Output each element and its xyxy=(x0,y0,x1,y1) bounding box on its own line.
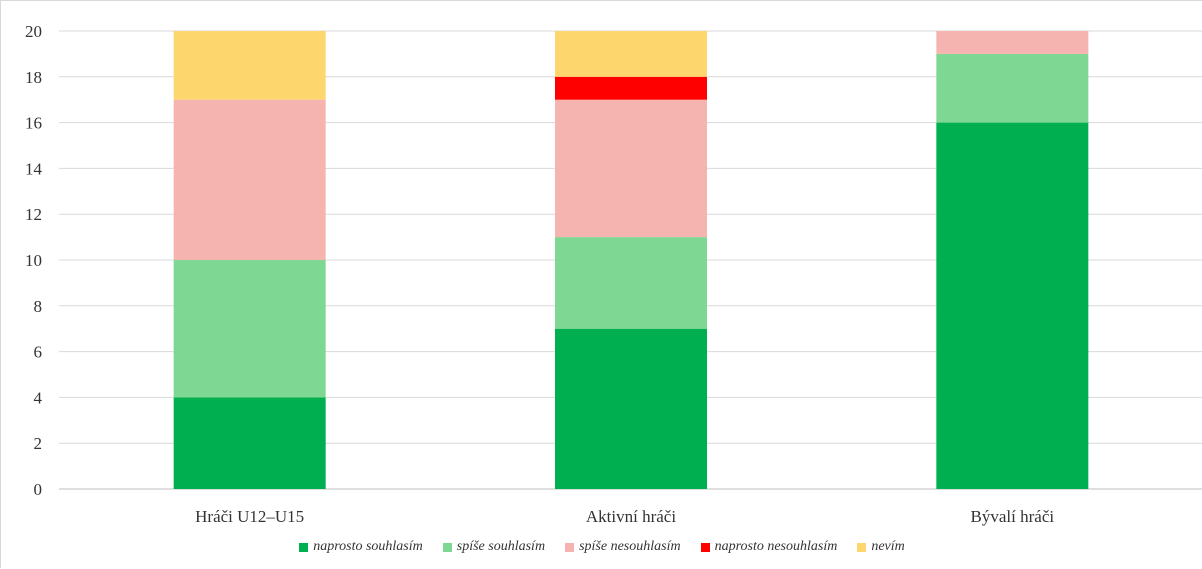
y-tick-label: 6 xyxy=(34,343,43,362)
bar-segment-1-1 xyxy=(173,397,326,489)
legend-label: naprosto souhlasím xyxy=(313,539,423,554)
y-tick-label: 16 xyxy=(25,114,42,133)
bar-segment-2-5 xyxy=(555,31,707,77)
legend-label: spíše nesouhlasím xyxy=(579,539,681,554)
y-tick-label: 8 xyxy=(34,297,43,316)
bar-segment-3-3 xyxy=(936,31,1089,54)
legend-item-1: naprosto souhlasím xyxy=(299,539,423,555)
bar-segment-1-3 xyxy=(173,99,326,260)
y-tick-label: 0 xyxy=(34,480,43,499)
bar-segment-3-1 xyxy=(936,122,1089,489)
legend-item-4: naprosto nesouhlasím xyxy=(700,539,838,555)
legend-swatch xyxy=(700,542,710,552)
y-tick-label: 18 xyxy=(25,68,42,87)
y-tick-label: 2 xyxy=(34,434,43,453)
bar-segment-1-5 xyxy=(173,31,326,100)
bar-segment-2-2 xyxy=(555,237,707,329)
legend-swatch xyxy=(442,542,452,552)
legend-swatch xyxy=(857,542,867,552)
legend-item-3: spíše nesouhlasím xyxy=(565,539,681,555)
x-category-label: Aktivní hráči xyxy=(586,507,676,526)
legend-label: nevím xyxy=(871,539,905,554)
legend-swatch xyxy=(565,542,575,552)
legend-item-5: nevím xyxy=(857,539,905,555)
y-tick-label: 14 xyxy=(25,159,43,178)
bar-segment-3-2 xyxy=(936,53,1089,123)
bar-segment-1-2 xyxy=(173,260,326,398)
y-tick-label: 10 xyxy=(25,251,42,270)
y-tick-label: 4 xyxy=(34,388,43,407)
bar-segment-2-1 xyxy=(555,328,707,489)
y-tick-label: 20 xyxy=(25,22,42,41)
bar-segment-2-4 xyxy=(555,76,707,100)
y-tick-label: 12 xyxy=(25,205,42,224)
x-category-label: Bývalí hráči xyxy=(971,507,1055,526)
legend-item-2: spíše souhlasím xyxy=(442,539,546,555)
chart-legend: naprosto souhlasím spíše souhlasím spíše n… xyxy=(1,539,1202,555)
bar-segment-2-3 xyxy=(555,99,707,238)
x-category-label: Hráči U12–U15 xyxy=(195,507,304,526)
legend-swatch xyxy=(299,542,309,552)
legend-label: spíše souhlasím xyxy=(456,539,546,554)
legend-label: naprosto nesouhlasím xyxy=(714,539,838,554)
